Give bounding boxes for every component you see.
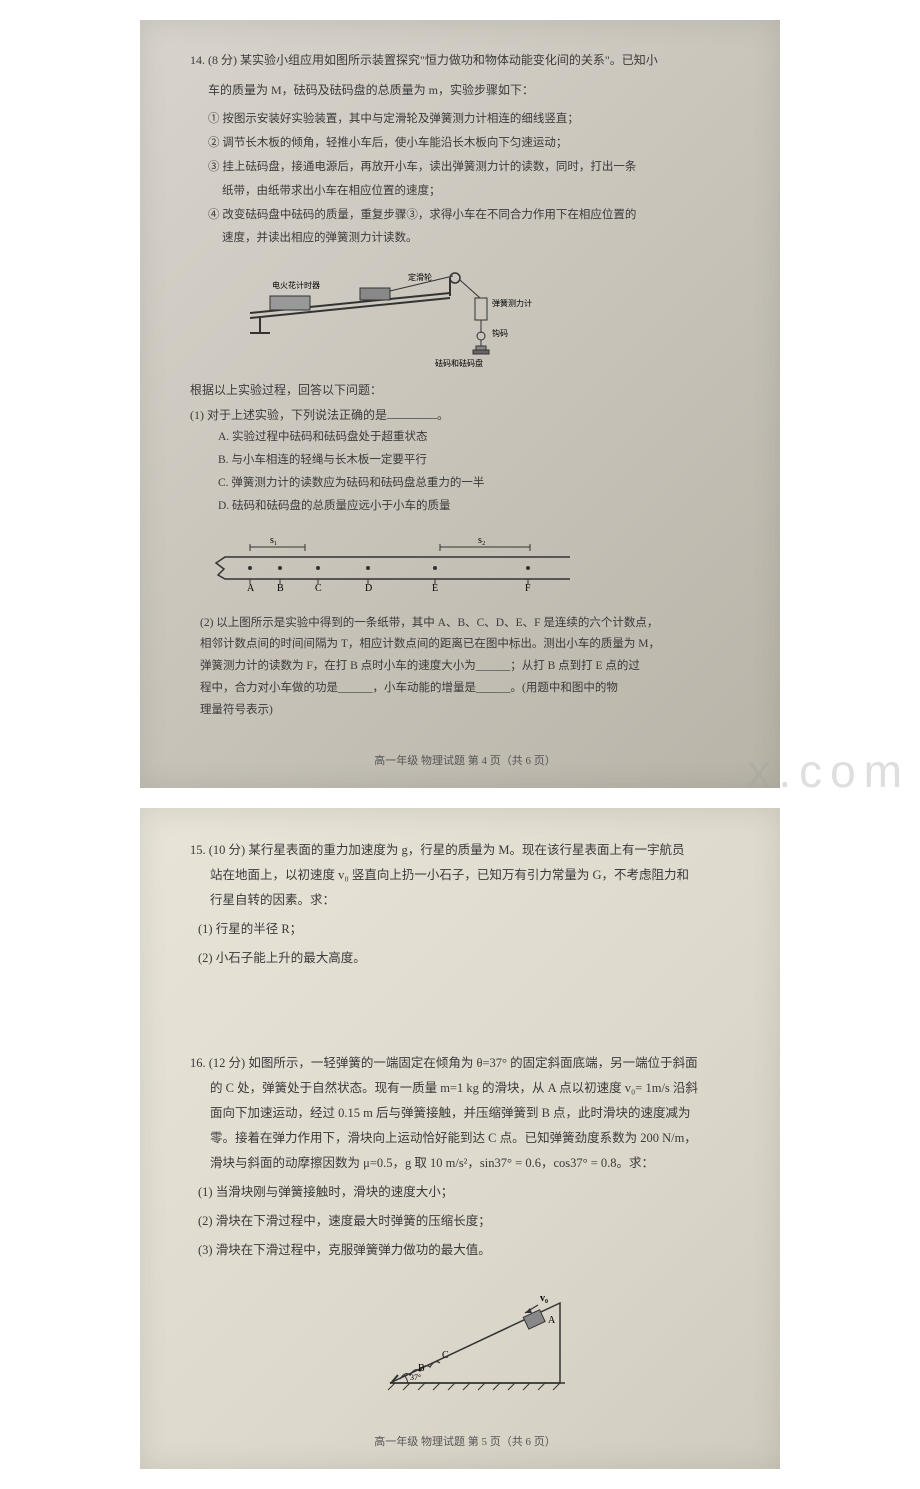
pt-c: C: [315, 583, 322, 594]
pulley-label: 定滑轮: [408, 272, 432, 282]
p2-l5: 理量符号表示): [200, 700, 740, 722]
page-4-footer: 高一年级 物理试题 第 4 页（共 6 页）: [190, 752, 740, 768]
q16-sub3: (3) 滑块在下滑过程中，克服弹簧弹力做功的最大值。: [190, 1238, 740, 1263]
q15-intro2: 站在地面上，以初速度 v₀ 竖直向上扔一小石子，已知万有引力常量为 G，不考虑阻…: [190, 863, 740, 888]
timer-label: 电火花计时器: [272, 280, 320, 290]
p2-l4: 程中，合力对小车做的功是______，小车动能的增量是______。(用题中和图…: [200, 678, 740, 700]
pt-e: E: [432, 583, 438, 594]
q16-number: 16.: [190, 1056, 206, 1070]
q16-intro1: 如图所示，一轻弹簧的一端固定在倾角为 θ=37° 的固定斜面底端，另一端位于斜面: [248, 1056, 697, 1070]
p2-l3: 弹簧测力计的读数为 F，在打 B 点时小车的速度大小为______；从打 B 点…: [200, 656, 740, 678]
question-16: 16. (12 分) 如图所示，一轻弹簧的一端固定在倾角为 θ=37° 的固定斜…: [190, 1051, 740, 1403]
label-v0: v₀: [540, 1293, 548, 1304]
q14-steps: ① 按图示安装好实验装置，其中与定滑轮及弹簧测力计相连的细线竖直； ② 调节长木…: [190, 109, 740, 250]
q16-intro4: 零。接着在弹力作用下，滑块向上运动恰好能到达 C 点。已知弹簧劲度系数为 200…: [190, 1126, 740, 1151]
q14-score: (8 分): [208, 53, 237, 67]
step-4b: 速度，并读出相应的弹簧测力计读数。: [208, 228, 740, 250]
question-14: 14. (8 分) 某实验小组应用如图所示装置探究"恒力做功和物体动能变化间的关…: [190, 50, 740, 722]
plate-label: 砝码和砝码盘: [435, 358, 483, 368]
pt-d: D: [365, 583, 372, 594]
q16-intro5: 滑块与斜面的动摩擦因数为 μ=0.5，g 取 10 m/s²，sin37° = …: [190, 1151, 740, 1176]
q15-sub2: (2) 小石子能上升的最大高度。: [190, 946, 740, 971]
label-a: A: [548, 1315, 556, 1326]
option-c: C. 弹簧测力计的读数应为砝码和砝码盘总重力的一半: [218, 473, 740, 495]
apparatus-diagram: 电火花计时器 定滑轮 弹簧测力计 钩码 砝码和砝码盘: [240, 258, 540, 373]
blank-1: [387, 407, 437, 419]
angle-label: 37°: [410, 1373, 421, 1382]
spring-label: 弹簧测力计: [492, 298, 532, 308]
step-3b: 纸带，由纸带求出小车在相应位置的速度；: [208, 181, 740, 203]
pt-b: B: [277, 583, 284, 594]
step-1: ① 按图示安装好实验装置，其中与定滑轮及弹簧测力计相连的细线竖直；: [208, 109, 740, 131]
q16-sub1: (1) 当滑块刚与弹簧接触时，滑块的速度大小；: [190, 1180, 740, 1205]
page-5-footer: 高一年级 物理试题 第 5 页（共 6 页）: [190, 1433, 740, 1449]
q16-line1: 16. (12 分) 如图所示，一轻弹簧的一端固定在倾角为 θ=37° 的固定斜…: [190, 1051, 740, 1076]
step-2: ② 调节长木板的倾角，轻推小车后，使小车能沿长木板向下匀速运动；: [208, 133, 740, 155]
q16-intro3: 面向下加速运动，经过 0.15 m 后与弹簧接触，并压缩弹簧到 B 点，此时滑块…: [190, 1101, 740, 1126]
q14-intro-line1: 某实验小组应用如图所示装置探究"恒力做功和物体动能变化间的关系"。已知小: [240, 53, 658, 67]
option-d: D. 砝码和砝码盘的总质量应远小于小车的质量: [218, 496, 740, 518]
step-4: ④ 改变砝码盘中砝码的质量，重复步骤③，求得小车在不同合力作用下在相应位置的: [208, 205, 740, 227]
part1-text: (1) 对于上述实验，下列说法正确的是: [190, 408, 387, 422]
q14-options: A. 实验过程中砝码和砝码盘处于超重状态 B. 与小车相连的轻绳与长木板一定要平…: [190, 427, 740, 517]
q14-part1: (1) 对于上述实验，下列说法正确的是。: [190, 406, 740, 423]
q16-sub2: (2) 滑块在下滑过程中，速度最大时弹簧的压缩长度；: [190, 1209, 740, 1234]
label-c: C: [442, 1350, 449, 1361]
q15-number: 15.: [190, 843, 206, 857]
exam-page-4: x.com 14. (8 分) 某实验小组应用如图所示装置探究"恒力做功和物体动…: [140, 20, 780, 788]
incline-diagram: C B A v₀ 37°: [370, 1283, 590, 1403]
pt-f: F: [525, 583, 531, 594]
q15-intro1: 某行星表面的重力加速度为 g，行星的质量为 M。现在该行星表面上有一宇航员: [248, 843, 684, 857]
q14-part2: (2) 以上图所示是实验中得到的一条纸带，其中 A、B、C、D、E、F 是连续的…: [190, 613, 740, 722]
q14-followup: 根据以上实验过程，回答以下问题：: [190, 381, 740, 398]
spacer: [190, 971, 740, 1051]
p2-l1: (2) 以上图所示是实验中得到的一条纸带，其中 A、B、C、D、E、F 是连续的…: [200, 613, 740, 635]
q14-number: 14.: [190, 53, 205, 67]
exam-page-5: 15. (10 分) 某行星表面的重力加速度为 g，行星的质量为 M。现在该行星…: [140, 808, 780, 1469]
q15-intro3: 行星自转的因素。求：: [190, 888, 740, 913]
watermark-text: x.com: [747, 744, 910, 798]
pt-a: A: [247, 583, 255, 594]
tape-diagram: s₁ s₂ A B C D E F: [210, 529, 570, 599]
q16-intro2: 的 C 处，弹簧处于自然状态。现有一质量 m=1 kg 的滑块，从 A 点以初速…: [190, 1076, 740, 1101]
q15-line1: 15. (10 分) 某行星表面的重力加速度为 g，行星的质量为 M。现在该行星…: [190, 838, 740, 863]
q15-score: (10 分): [209, 843, 245, 857]
step-3: ③ 挂上砝码盘，接通电源后，再放开小车，读出弹簧测力计的读数，同时，打出一条: [208, 157, 740, 179]
q14-intro-line2: 车的质量为 M，砝码及砝码盘的总质量为 m，实验步骤如下：: [190, 80, 740, 102]
q14-header: 14. (8 分) 某实验小组应用如图所示装置探究"恒力做功和物体动能变化间的关…: [190, 50, 740, 72]
q15-sub1: (1) 行星的半径 R；: [190, 917, 740, 942]
p2-l2: 相邻计数点间的时间间隔为 T，相应计数点间的距离已在图中标出。测出小车的质量为 …: [200, 634, 740, 656]
hook-label: 钩码: [492, 328, 508, 338]
span-s1: s₁: [270, 535, 277, 546]
option-b: B. 与小车相连的轻绳与长木板一定要平行: [218, 450, 740, 472]
span-s2: s₂: [478, 535, 485, 546]
q16-score: (12 分): [209, 1056, 245, 1070]
option-a: A. 实验过程中砝码和砝码盘处于超重状态: [218, 427, 740, 449]
question-15: 15. (10 分) 某行星表面的重力加速度为 g，行星的质量为 M。现在该行星…: [190, 838, 740, 971]
